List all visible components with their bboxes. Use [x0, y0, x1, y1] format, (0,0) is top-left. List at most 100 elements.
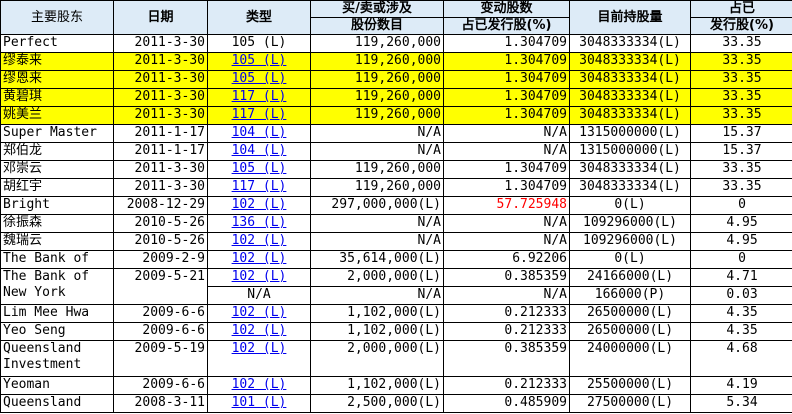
date-cell: 2010-5-26: [113, 214, 208, 233]
table-row: Bright 2008-12-29 102 (L) 297,000,000(L) 57.…: [0, 196, 792, 215]
holding-cell: 3048333334(L): [569, 34, 691, 53]
table-row: Lim Mee Hwa 2009-6-6 102 (L) 1,102,000(L) 0.…: [0, 304, 792, 323]
type-link[interactable]: 104 (L): [231, 125, 287, 141]
shares-cell: 119,260,000: [310, 70, 444, 89]
type-link[interactable]: 102 (L): [231, 305, 287, 321]
header-type: 类型: [207, 0, 311, 35]
type-cell: 102 (L): [207, 340, 311, 377]
change-pct-cell: N/A: [443, 232, 570, 251]
type-link[interactable]: 105 (L): [231, 53, 287, 69]
change-pct-cell: N/A: [443, 124, 570, 143]
table-row: 缪泰来 2011-3-30 105 (L) 119,260,000 1.304709 30…: [0, 52, 792, 71]
type-link[interactable]: 105 (L): [231, 71, 287, 87]
date-cell: 2011-3-30: [113, 160, 208, 179]
holding-cell: 25500000(L): [569, 376, 691, 395]
type-cell: 102 (L): [207, 196, 311, 215]
holder-name: Yeo Seng: [0, 322, 114, 341]
holder-name: 徐振森: [0, 214, 114, 233]
change-pct-cell: 6.92206: [443, 250, 570, 269]
issued-pct-cell: 4.35: [690, 304, 792, 323]
holding-cell: 24166000(L): [569, 268, 691, 287]
shares-cell: 119,260,000: [310, 106, 444, 125]
issued-pct-cell: 33.35: [690, 52, 792, 71]
date-cell: 2010-5-26: [113, 232, 208, 251]
type-link[interactable]: 102 (L): [231, 323, 287, 339]
issued-pct-cell: 4.71: [690, 268, 792, 287]
type-cell: 105 (L): [207, 52, 311, 71]
table-row: 魏瑞云 2010-5-26 102 (L) N/A N/A 109296000(L) 4.9…: [0, 232, 792, 251]
type-link[interactable]: 136 (L): [231, 215, 287, 231]
shares-cell: 2,000,000(L): [310, 340, 444, 377]
type-link[interactable]: 102 (L): [231, 233, 287, 249]
change-pct-cell: 0.212333: [443, 304, 570, 323]
date-cell: 2011-3-30: [113, 34, 208, 53]
issued-pct-cell: 33.35: [690, 160, 792, 179]
type-cell: 104 (L): [207, 124, 311, 143]
holder-name: Bright: [0, 196, 114, 215]
issued-pct-cell: 4.95: [690, 214, 792, 233]
type-link[interactable]: 104 (L): [231, 143, 287, 159]
header-change-top: 变动股数: [443, 0, 570, 18]
shares-cell: 119,260,000: [310, 178, 444, 197]
type-link[interactable]: 102 (L): [231, 269, 287, 285]
table-row: 郑伯龙 2011-1-17 104 (L) N/A N/A 1315000000(L) 15…: [0, 142, 792, 161]
holding-cell: 26500000(L): [569, 304, 691, 323]
holding-cell: 3048333334(L): [569, 178, 691, 197]
table-body: Perfect 2011-3-30 105 (L) 119,260,000 1.3047…: [0, 34, 792, 413]
date-cell: 2011-3-30: [113, 70, 208, 89]
issued-pct-cell: 0: [690, 196, 792, 215]
type-cell: 117 (L): [207, 178, 311, 197]
holder-name: 郑伯龙: [0, 142, 114, 161]
issued-pct-cell: 4.95: [690, 232, 792, 251]
shares-cell: 35,614,000(L): [310, 250, 444, 269]
holding-cell: 0(L): [569, 196, 691, 215]
header-change-bottom: 占已发行股(%): [443, 17, 570, 35]
table-row: Yeo Seng 2009-6-6 102 (L) 1,102,000(L) 0.212…: [0, 322, 792, 341]
change-pct-cell: 1.304709: [443, 88, 570, 107]
holder-name: Queensland Investment: [0, 340, 114, 377]
change-pct-cell: 1.304709: [443, 70, 570, 89]
type-link[interactable]: 102 (L): [231, 341, 287, 357]
holder-name: 胡红宇: [0, 178, 114, 197]
issued-pct-cell: 33.35: [690, 34, 792, 53]
type-link[interactable]: 102 (L): [231, 251, 287, 267]
type-link[interactable]: 102 (L): [231, 377, 287, 393]
date-cell: 2008-12-29: [113, 196, 208, 215]
holder-name: 邓崇云: [0, 160, 114, 179]
table-row: 邓崇云 2011-3-30 105 (L) 119,260,000 1.304709 30…: [0, 160, 792, 179]
holding-cell: 3048333334(L): [569, 106, 691, 125]
table-row: 姚美兰 2011-3-30 117 (L) 119,260,000 1.304709 30…: [0, 106, 792, 125]
holding-cell: 3048333334(L): [569, 88, 691, 107]
change-pct-cell: 57.725948: [443, 196, 570, 215]
type-link[interactable]: 101 (L): [231, 395, 287, 411]
header-shares-bottom: 股份数目: [310, 17, 444, 35]
type-cell: 102 (L): [207, 250, 311, 269]
type-link[interactable]: 102 (L): [231, 197, 287, 213]
header-pct-bottom: 发行股(%): [690, 17, 792, 35]
holder-name: The Bank of New York: [0, 268, 114, 305]
holding-cell: 109296000(L): [569, 232, 691, 251]
table-row: Super Master 2011-1-17 104 (L) N/A N/A 131500…: [0, 124, 792, 143]
issued-pct-cell: 15.37: [690, 124, 792, 143]
issued-pct-cell: 15.37: [690, 142, 792, 161]
holder-name: Queensland: [0, 394, 114, 413]
type-link[interactable]: 117 (L): [231, 89, 287, 105]
table-row: Queensland 2008-3-11 101 (L) 2,500,000(L) 0.…: [0, 394, 792, 413]
holding-cell: 166000(P): [569, 286, 691, 305]
type-link[interactable]: 117 (L): [231, 179, 287, 195]
date-cell: 2009-5-21: [113, 268, 208, 305]
shares-cell: N/A: [310, 232, 444, 251]
date-cell: 2011-3-30: [113, 106, 208, 125]
holding-cell: 0(L): [569, 250, 691, 269]
change-pct-cell: 1.304709: [443, 34, 570, 53]
shares-cell: 1,102,000(L): [310, 304, 444, 323]
table-row: The Bank of New York 2009-5-21 102 (L) 2,00…: [0, 268, 792, 305]
holding-cell: 3048333334(L): [569, 52, 691, 71]
change-pct-cell: 0.385359: [443, 268, 570, 287]
table-row: The Bank of 2009-2-9 102 (L) 35,614,000(L) 6…: [0, 250, 792, 269]
type-cell: 102 (L): [207, 232, 311, 251]
type-link[interactable]: 117 (L): [231, 107, 287, 123]
holder-name: 缪恩来: [0, 70, 114, 89]
type-link[interactable]: 105 (L): [231, 161, 287, 177]
change-pct-cell: 0.212333: [443, 376, 570, 395]
